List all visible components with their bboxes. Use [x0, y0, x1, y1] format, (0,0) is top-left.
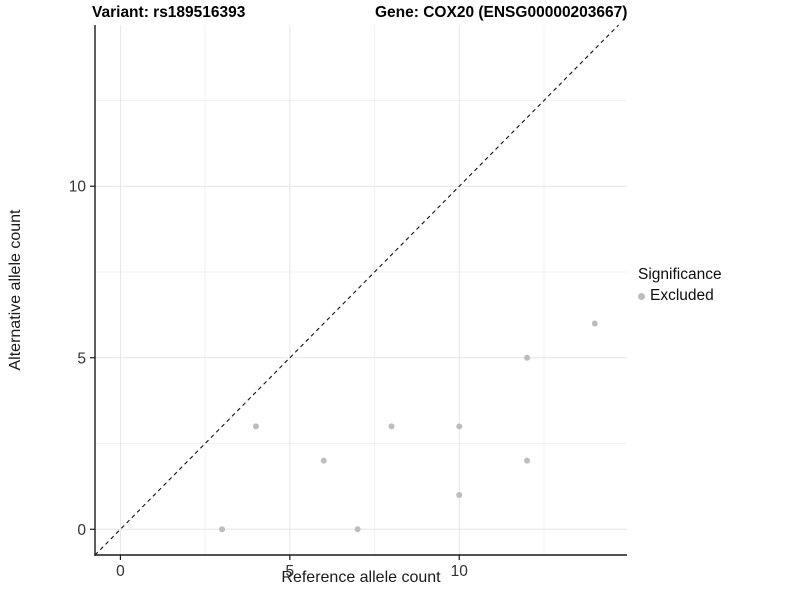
y-tick-label: 0	[77, 522, 86, 539]
y-tick-label: 10	[69, 179, 87, 196]
identity-line	[94, 24, 619, 556]
x-axis-title: Reference allele count	[281, 569, 441, 586]
data-point	[456, 423, 463, 430]
legend-title: Significance	[638, 266, 722, 283]
legend-item-excluded: Excluded	[638, 287, 722, 305]
variant-title: Variant: rs189516393	[92, 4, 246, 21]
x-tick-label: 10	[451, 563, 469, 580]
gene-title: Gene: COX20 (ENSG00000203667)	[375, 4, 628, 21]
legend: Significance Excluded	[638, 266, 722, 305]
data-point	[524, 457, 531, 464]
data-point	[354, 526, 361, 533]
data-point	[524, 354, 531, 361]
excluded-point-icon	[638, 292, 645, 300]
y-axis-title: Alternative allele count	[7, 209, 24, 371]
y-tick-label: 5	[77, 350, 86, 367]
x-tick-label: 5	[286, 563, 295, 580]
data-point	[252, 423, 259, 430]
data-point	[320, 457, 327, 464]
data-point	[591, 320, 598, 327]
data-point	[219, 526, 226, 533]
data-point	[456, 491, 463, 498]
data-point	[388, 423, 395, 430]
legend-item-label: Excluded	[650, 287, 714, 304]
x-tick-label: 0	[116, 563, 125, 580]
